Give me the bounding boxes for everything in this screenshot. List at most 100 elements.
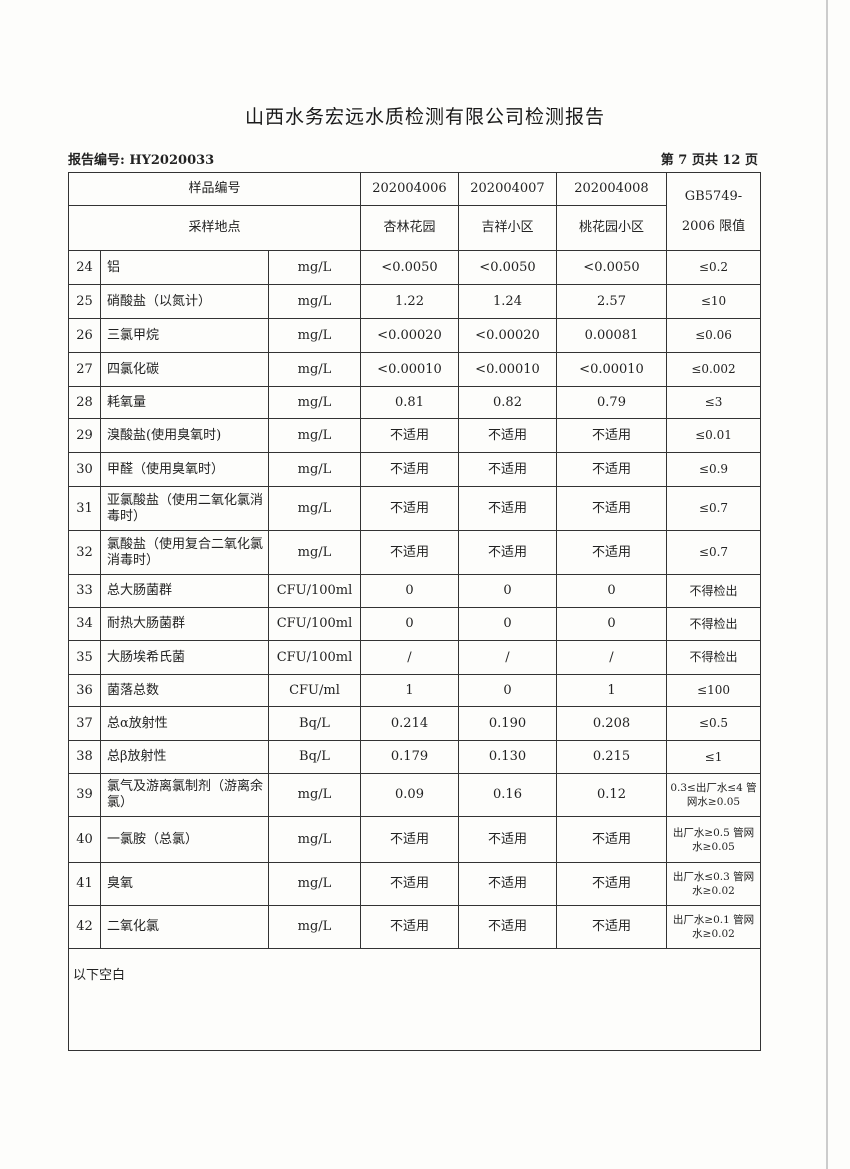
header-row-sample-no: 样品编号 202004006 202004007 202004008 GB574… [68,172,761,251]
limit-value: ≤0.2 [666,250,761,285]
item-unit: mg/L [268,773,361,817]
result-value: 不适用 [360,452,459,487]
result-value: <0.00020 [458,318,557,353]
result-value: 不适用 [556,905,667,949]
item-number: 35 [68,640,101,675]
table-row: 31 亚氯酸盐（使用二氧化氯消毒时） mg/L 不适用 不适用 不适用 ≤0.7 [68,486,761,531]
result-value: 0 [458,607,557,641]
table-row: 30 甲醛（使用臭氧时） mg/L 不适用 不适用 不适用 ≤0.9 [68,452,761,487]
result-value: 不适用 [360,418,459,453]
limit-header: GB5749- 2006 限值 [666,172,761,251]
result-value: 0 [458,574,557,608]
item-unit: Bq/L [268,706,361,741]
limit-value: ≤0.06 [666,318,761,353]
item-number: 39 [68,773,101,817]
limit-value: 0.3≤出厂水≤4 管网水≥0.05 [666,773,761,817]
item-number: 25 [68,284,101,319]
result-value: 0.81 [360,386,459,419]
result-value: 0 [556,607,667,641]
result-value: 2.57 [556,284,667,319]
item-name: 二氧化氯 [100,905,269,949]
table-row: 42 二氧化氯 mg/L 不适用 不适用 不适用 出厂水≥0.1 管网水≥0.02 [68,905,761,949]
item-name: 三氯甲烷 [100,318,269,353]
item-number: 38 [68,740,101,774]
result-value: 0.215 [556,740,667,774]
result-value: 1.24 [458,284,557,319]
result-value: 0 [556,574,667,608]
item-unit: CFU/100ml [268,607,361,641]
item-name: 氯气及游离氯制剂（游离余氯） [100,773,269,817]
item-unit: mg/L [268,862,361,906]
item-number: 26 [68,318,101,353]
item-number: 32 [68,530,101,575]
report-title: 山西水务宏远水质检测有限公司检测报告 [244,106,605,128]
item-name: 溴酸盐(使用臭氧时) [100,418,269,453]
result-value: / [458,640,557,675]
item-unit: mg/L [268,352,361,387]
result-value: 不适用 [556,862,667,906]
result-value: 不适用 [556,530,667,575]
limit-value: ≤0.01 [666,418,761,453]
item-name: 氯酸盐（使用复合二氧化氯消毒时） [100,530,269,575]
item-name: 四氯化碳 [100,352,269,387]
result-value: <0.0050 [360,250,459,285]
item-name: 耗氧量 [100,386,269,419]
item-name: 臭氧 [100,862,269,906]
item-number: 36 [68,674,101,707]
limit-value: ≤0.7 [666,530,761,575]
table-row: 36 菌落总数 CFU/ml 1 0 1 ≤100 [68,674,761,707]
table-row: 38 总β放射性 Bq/L 0.179 0.130 0.215 ≤1 [68,740,761,774]
limit-value: 出厂水≥0.5 管网水≥0.05 [666,816,761,863]
limit-value: 出厂水≤0.3 管网水≥0.02 [666,862,761,906]
result-value: 不适用 [556,452,667,487]
result-value: 0.190 [458,706,557,741]
result-value: 1 [556,674,667,707]
result-value: 不适用 [458,418,557,453]
result-value: 0.214 [360,706,459,741]
limit-value: ≤3 [666,386,761,419]
item-number: 27 [68,352,101,387]
sample-no-label: 样品编号 [68,172,361,206]
sample-id: 202004008 [556,172,667,206]
item-name: 大肠埃希氏菌 [100,640,269,675]
item-unit: mg/L [268,318,361,353]
item-unit: mg/L [268,905,361,949]
sample-id: 202004007 [458,172,557,206]
table-row: 39 氯气及游离氯制剂（游离余氯） mg/L 0.09 0.16 0.12 0.3≤出厂水≤… [68,773,761,817]
result-value: 不适用 [556,816,667,863]
results-table: 样品编号 202004006 202004007 202004008 GB574… [68,172,761,949]
table-row: 24 铝 mg/L <0.0050 <0.0050 <0.0050 ≤0.2 [68,250,761,285]
result-value: / [556,640,667,675]
item-unit: mg/L [268,486,361,531]
item-name: 菌落总数 [100,674,269,707]
result-value: <0.00010 [556,352,667,387]
limit-value: ≤0.002 [666,352,761,387]
limit-header-line2: 2006 限值 [681,218,746,234]
item-number: 28 [68,386,101,419]
limit-value: ≤0.9 [666,452,761,487]
result-value: <0.0050 [458,250,557,285]
result-value: 0.16 [458,773,557,817]
item-name: 硝酸盐（以氮计） [100,284,269,319]
location-label: 采样地点 [68,205,361,251]
item-unit: mg/L [268,386,361,419]
table-row: 41 臭氧 mg/L 不适用 不适用 不适用 出厂水≤0.3 管网水≥0.02 [68,862,761,906]
result-value: 0.09 [360,773,459,817]
item-name: 总β放射性 [100,740,269,774]
item-unit: Bq/L [268,740,361,774]
table-row: 28 耗氧量 mg/L 0.81 0.82 0.79 ≤3 [68,386,761,419]
table-row: 34 耐热大肠菌群 CFU/100ml 0 0 0 不得检出 [68,607,761,641]
item-name: 总大肠菌群 [100,574,269,608]
item-name: 总α放射性 [100,706,269,741]
result-value: <0.00020 [360,318,459,353]
result-value: 不适用 [458,486,557,531]
result-value: 不适用 [556,418,667,453]
result-value: 不适用 [360,486,459,531]
limit-value: 不得检出 [666,574,761,608]
item-unit: CFU/100ml [268,574,361,608]
sample-location: 吉祥小区 [458,205,557,251]
sample-location: 桃花园小区 [556,205,667,251]
limit-header-line1: GB5749- [684,188,743,204]
result-value: 不适用 [360,816,459,863]
item-unit: mg/L [268,816,361,863]
